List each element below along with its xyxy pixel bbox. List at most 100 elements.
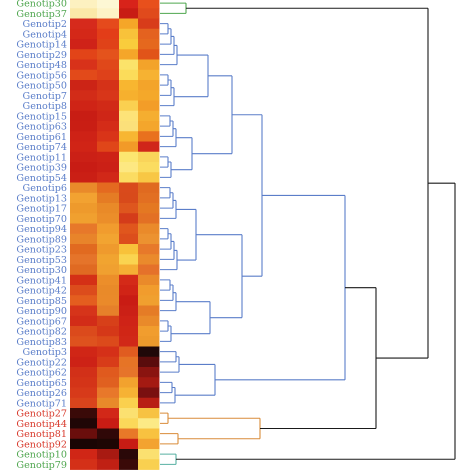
heatmap-cell <box>70 151 98 163</box>
heatmap-cell <box>119 80 139 91</box>
heatmap-cell <box>138 90 160 101</box>
dendrogram-branch <box>160 35 175 55</box>
dendrogram-branch <box>160 128 177 148</box>
heatmap-cell <box>138 418 160 429</box>
heatmap-cell <box>119 459 139 470</box>
heatmap-cell <box>97 367 120 378</box>
heatmap-cell <box>138 110 160 122</box>
heatmap-cell <box>119 213 139 224</box>
heatmap-cell <box>97 264 120 276</box>
heatmap-cell <box>119 39 139 50</box>
heatmap-cell <box>119 418 139 429</box>
genotype-label: Genotip17 <box>16 204 67 215</box>
heatmap-cell <box>138 326 160 337</box>
heatmap-cell <box>70 387 98 399</box>
genotype-label: Genotip2 <box>23 19 67 30</box>
genotype-label: Genotip61 <box>16 132 67 143</box>
heatmap-cell <box>97 121 120 132</box>
heatmap-cell <box>138 28 160 40</box>
heatmap-cell <box>138 254 160 265</box>
heatmap-cell <box>70 274 98 286</box>
heatmap-cell <box>138 295 160 306</box>
genotype-label: Genotip90 <box>16 306 67 317</box>
genotype-label: Genotip6 <box>23 183 67 194</box>
heatmap-cell <box>119 0 139 9</box>
heatmap-cell <box>97 326 120 337</box>
heatmap-cell <box>97 49 120 60</box>
heatmap-cell <box>119 346 139 358</box>
heatmap-cell <box>119 90 139 101</box>
dendrogram-branch <box>160 23 169 35</box>
heatmap-cell <box>70 336 98 347</box>
genotype-label: Genotip14 <box>16 40 67 51</box>
dendrogram-branch <box>171 301 211 335</box>
heatmap-cell <box>97 192 120 204</box>
heatmap-cell <box>119 8 139 19</box>
heatmap-cell <box>70 172 98 183</box>
heatmap-cell <box>138 356 160 368</box>
dendrogram-branch <box>192 75 233 155</box>
heatmap-cell <box>70 449 98 460</box>
heatmap-cell <box>119 182 139 194</box>
heatmap-cell <box>97 408 120 419</box>
heatmap-cell <box>70 0 98 9</box>
heatmap-cell <box>70 377 98 388</box>
heatmap-cell <box>70 28 98 40</box>
genotype-label: Genotip63 <box>16 122 67 133</box>
heatmap-cell <box>70 356 98 368</box>
heatmap-cell <box>138 244 160 255</box>
dendrogram-branch <box>232 114 263 277</box>
heatmap-cell <box>138 151 160 163</box>
heatmap-cell <box>138 100 160 112</box>
heatmap-cell <box>97 172 120 183</box>
heatmap-cell <box>138 80 160 91</box>
heatmap-cell <box>97 438 120 450</box>
heatmap-cell <box>70 459 98 470</box>
heatmap-cell <box>119 264 139 276</box>
heatmap-cell <box>119 367 139 378</box>
heatmap-cell <box>97 285 120 296</box>
heatmap-cell <box>119 408 139 419</box>
heatmap-cell <box>138 285 160 296</box>
heatmap-cell <box>97 346 120 358</box>
heatmap-cell <box>138 387 160 399</box>
heatmap-cell <box>138 397 160 409</box>
heatmap-cell <box>97 223 120 235</box>
heatmap-cell <box>97 244 120 255</box>
heatmap-cell <box>97 100 120 112</box>
dendrogram-branch <box>160 161 172 178</box>
dendrogram-branch <box>160 74 169 86</box>
heatmap-cell <box>119 141 139 153</box>
heatmap-cell <box>138 18 160 30</box>
heatmap-cell <box>70 121 98 132</box>
heatmap-cell <box>138 59 160 71</box>
heatmap-cell <box>138 39 160 50</box>
heatmap-cell <box>119 295 139 306</box>
dendrogram-branch <box>160 351 177 363</box>
dendrogram-branch <box>160 279 171 291</box>
genotype-label: Genotip39 <box>16 163 67 174</box>
heatmap-cell <box>97 233 120 245</box>
heatmap-cell <box>97 295 120 306</box>
dendrogram-branch <box>215 194 346 381</box>
dendrogram-branch <box>176 208 197 261</box>
dendrogram-branch <box>160 228 169 240</box>
genotype-label: Genotip56 <box>16 70 67 81</box>
heatmap-cell <box>97 59 120 71</box>
dendrogram-branch <box>160 284 174 301</box>
genotype-label: Genotip65 <box>16 378 67 389</box>
heatmap-cell <box>70 408 98 419</box>
heatmap-cell <box>119 233 139 245</box>
heatmap-cell <box>70 18 98 30</box>
heatmap-cell <box>119 151 139 163</box>
genotype-label: Genotip23 <box>16 245 67 256</box>
dendrogram-branch <box>160 199 177 219</box>
genotype-label: Genotip37 <box>16 9 67 20</box>
genotype-label: Genotip62 <box>16 368 67 379</box>
genotype-label: Genotip15 <box>16 111 67 122</box>
heatmap-cell <box>138 315 160 327</box>
heatmap-cell <box>119 223 139 235</box>
heatmap-cell <box>138 449 160 460</box>
heatmap-cell <box>70 285 98 296</box>
genotype-label: Genotip70 <box>16 214 67 225</box>
